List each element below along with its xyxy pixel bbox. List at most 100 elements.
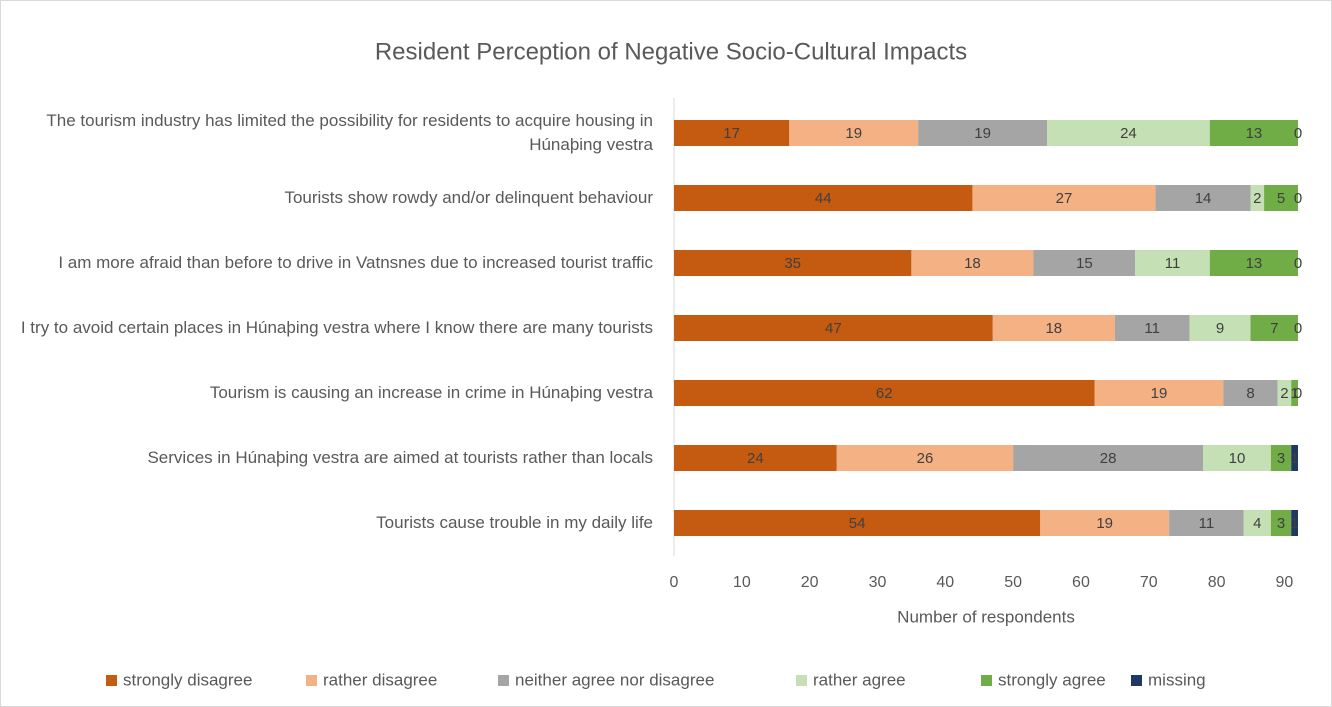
legend-label: rather disagree: [323, 670, 437, 689]
data-label: 26: [917, 450, 934, 467]
data-label: 0: [1294, 385, 1302, 402]
bar-segment: [789, 120, 919, 146]
x-tick-label: 40: [936, 574, 954, 591]
bar-segment: [1203, 445, 1271, 471]
bar-segment: [674, 250, 912, 276]
y-tick-label: Services in Húnaþing vestra are aimed at…: [147, 448, 653, 467]
data-label: 13: [1246, 125, 1263, 142]
bar-segment: [1270, 445, 1292, 471]
bar-segment: [674, 445, 837, 471]
legend-swatch: [106, 675, 117, 686]
bar-segment: [1189, 315, 1251, 341]
bar-segment: [1277, 380, 1292, 406]
data-label: 2: [1253, 190, 1261, 207]
bar-segment: [1013, 445, 1204, 471]
data-label: 24: [1120, 125, 1137, 142]
data-label: 18: [964, 255, 981, 272]
data-label: 10: [1229, 450, 1246, 467]
x-tick-label: 30: [869, 574, 887, 591]
bar-segment: [674, 120, 790, 146]
data-label: 62: [876, 385, 893, 402]
y-tick-label: Tourists cause trouble in my daily life: [376, 513, 653, 532]
y-tick-label: Tourism is causing an increase in crime …: [209, 383, 653, 402]
data-label: 1: [1290, 450, 1298, 467]
data-label: 15: [1076, 255, 1093, 272]
data-label: 0: [1294, 320, 1302, 337]
y-tick-label: I try to avoid certain places in Húnaþin…: [20, 318, 653, 337]
bar-segment: [1223, 380, 1278, 406]
data-label: 18: [1045, 320, 1062, 337]
data-label: 47: [825, 320, 842, 337]
legend-label: rather agree: [813, 670, 906, 689]
x-tick-label: 70: [1140, 574, 1158, 591]
data-label: 19: [1096, 515, 1113, 532]
legend-swatch: [1131, 675, 1142, 686]
x-tick-label: 20: [801, 574, 819, 591]
data-label: 17: [723, 125, 740, 142]
data-label: 1: [1290, 515, 1298, 532]
data-label: 3: [1277, 450, 1285, 467]
data-label: 24: [747, 450, 764, 467]
bar-segment: [1250, 185, 1265, 211]
data-label: 3: [1277, 515, 1285, 532]
data-label: 28: [1100, 450, 1117, 467]
bar-segment: [1209, 250, 1298, 276]
bar-segment: [918, 120, 1048, 146]
data-label: 19: [974, 125, 991, 142]
bar-segment: [1250, 315, 1298, 341]
data-label: 54: [849, 515, 866, 532]
bar-segment: [674, 185, 973, 211]
legend-label: strongly disagree: [123, 670, 252, 689]
data-label: 4: [1253, 515, 1261, 532]
bar-segment: [1047, 120, 1210, 146]
bar-segment: [1264, 185, 1298, 211]
data-label: 27: [1056, 190, 1073, 207]
data-label: 19: [845, 125, 862, 142]
data-label: 0: [1294, 125, 1302, 142]
x-tick-label: 10: [733, 574, 751, 591]
legend-swatch: [796, 675, 807, 686]
data-label: 11: [1165, 255, 1181, 272]
y-tick-label: The tourism industry has limited the pos…: [46, 111, 653, 154]
bar-segment: [1270, 510, 1292, 536]
legend-label: neither agree nor disagree: [515, 670, 714, 689]
data-label: 2: [1280, 385, 1288, 402]
x-tick-label: 50: [1004, 574, 1022, 591]
bar-segment: [1209, 120, 1298, 146]
data-label: 13: [1246, 255, 1263, 272]
data-label: 5: [1277, 190, 1285, 207]
bar-segment: [1291, 445, 1298, 471]
data-label: 1: [1290, 385, 1298, 402]
data-label: 11: [1144, 320, 1160, 337]
bar-segment: [674, 380, 1095, 406]
x-tick-label: 0: [670, 574, 679, 591]
legend-swatch: [306, 675, 317, 686]
bar-segment: [1114, 315, 1190, 341]
legend-label: strongly agree: [998, 670, 1106, 689]
bar-segment: [1135, 250, 1210, 276]
x-tick-label: 90: [1276, 574, 1294, 591]
x-tick-label: 80: [1208, 574, 1226, 591]
data-label: 19: [1151, 385, 1168, 402]
bar-segment: [992, 315, 1115, 341]
data-label: 11: [1199, 515, 1215, 532]
data-label: 44: [815, 190, 832, 207]
bar-segment: [674, 510, 1041, 536]
bar-segment: [1033, 250, 1136, 276]
data-label: 14: [1195, 190, 1212, 207]
bar-segment: [674, 315, 993, 341]
data-label: 9: [1216, 320, 1224, 337]
y-tick-label: Tourists show rowdy and/or delinquent be…: [284, 188, 653, 207]
bar-segment: [1291, 380, 1298, 406]
chart-title: Resident Perception of Negative Socio-Cu…: [375, 38, 967, 65]
bar-segment: [972, 185, 1156, 211]
bar-segment: [1291, 510, 1298, 536]
data-label: 8: [1246, 385, 1254, 402]
data-label: 0: [1294, 190, 1302, 207]
legend-swatch: [498, 675, 509, 686]
bar-segment: [1169, 510, 1244, 536]
x-axis-label: Number of respondents: [897, 607, 1075, 626]
legend-label: missing: [1148, 670, 1206, 689]
